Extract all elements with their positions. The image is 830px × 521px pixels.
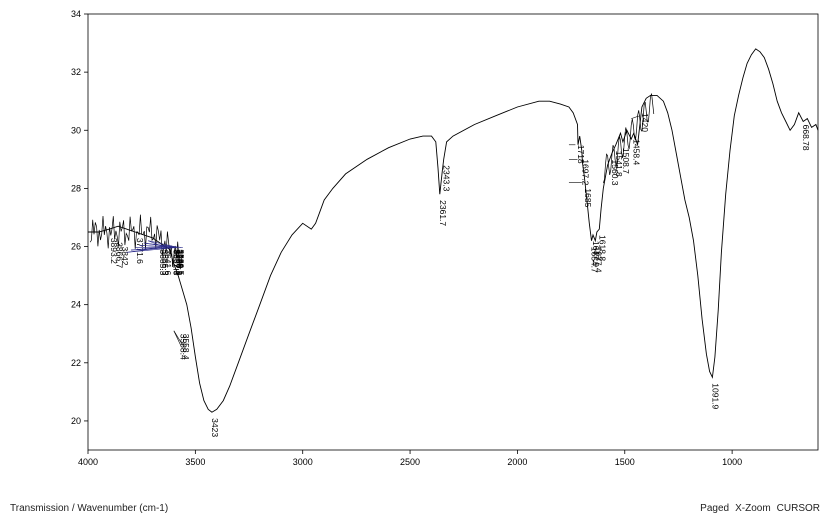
peak-label: 3597.1 (172, 249, 182, 275)
spectrum-line (88, 48, 819, 413)
peak-label: 1647.9 (591, 241, 601, 267)
peak-leader-line (126, 247, 178, 253)
peak-label: 2361.7 (438, 200, 448, 226)
peak-label: 2343.3 (442, 165, 452, 191)
peak-label: 1508.7 (621, 148, 631, 174)
peak-label: 1718 (576, 145, 586, 164)
y-tick-label: 32 (71, 67, 81, 77)
x-tick-label: 1000 (722, 457, 742, 467)
peak-label: 1618.8 (597, 235, 607, 261)
plot-area: 4000 3500 3000 2500 2000 1500 1000 20 22 24 26 28 30… (71, 9, 819, 467)
noisy-region-line (89, 214, 182, 270)
y-tick-label: 20 (71, 416, 81, 426)
x-tick-label: 4000 (78, 457, 98, 467)
peak-label: 3602.8 (171, 249, 181, 275)
peak-label: 3580.5 (176, 249, 186, 275)
peak-label: 3590.5 (174, 249, 184, 275)
peak-label: 3423 (210, 418, 220, 437)
peak-leader-line (139, 245, 183, 248)
peak-label: 1560.3 (610, 160, 620, 186)
axis-caption: Transmission / Wavenumber (cm-1) (10, 503, 169, 514)
x-tick-label: 2000 (507, 457, 527, 467)
y-tick-label: 26 (71, 242, 81, 252)
peak-label: 3568.4 (179, 334, 189, 360)
peak-leader-line (130, 247, 177, 251)
peak-label: 668.78 (801, 125, 811, 151)
x-tick-label: 2500 (400, 457, 420, 467)
peak-label: 1697.2 (580, 159, 590, 185)
peak-label: 1420 (640, 113, 650, 132)
y-tick-label: 34 (71, 9, 81, 19)
peak-label: 3842 (120, 247, 130, 266)
ir-spectrum-chart: 4000 3500 3000 2500 2000 1500 1000 20 22 24 26 28 30… (71, 9, 819, 467)
cursor-status[interactable]: CURSOR (776, 503, 820, 514)
x-tick-label: 3500 (185, 457, 205, 467)
plot-frame (87, 13, 819, 451)
peak-label: 1685 (583, 188, 593, 207)
x-tick-label: 1500 (615, 457, 635, 467)
peak-label: 3893.2 (109, 238, 119, 264)
paged-status[interactable]: Paged (700, 503, 730, 514)
peak-label: 3655.3 (160, 249, 170, 275)
peak-label: 3665.3 (158, 249, 168, 275)
peak-label: 1541.8 (614, 151, 624, 177)
peak-label: 1091.9 (710, 383, 720, 409)
peak-label: 3641.6 (163, 249, 173, 275)
y-tick-label: 28 (71, 183, 81, 193)
y-tick-label: 24 (71, 300, 81, 310)
peak-label: 1654.7 (589, 247, 599, 273)
y-tick-label: 22 (71, 358, 81, 368)
y-tick-label: 30 (71, 125, 81, 135)
peak-label: 1637.4 (593, 247, 603, 273)
noisy-region-line (602, 92, 655, 184)
peak-leader-line (173, 330, 184, 346)
peak-label: 3588.1 (174, 249, 184, 275)
peak-label: 3866.7 (115, 242, 125, 268)
peak-leader-line (631, 115, 640, 119)
peak-label: 3585.1 (175, 249, 185, 275)
peak-label: 1458.4 (632, 139, 642, 165)
x-zoom-status[interactable]: X-Zoom (735, 503, 771, 514)
peak-leader-line (143, 242, 181, 248)
peak-label: 3558.4 (181, 334, 191, 360)
x-tick-label: 3000 (293, 457, 313, 467)
status-bar: Paged X-Zoom CURSOR (700, 503, 820, 514)
